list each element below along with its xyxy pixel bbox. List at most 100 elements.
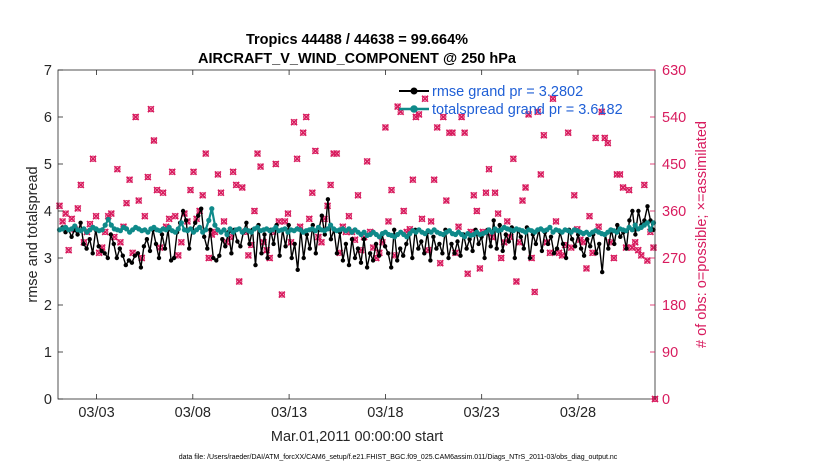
obs-assimilated-point bbox=[333, 149, 341, 158]
rmse-point bbox=[600, 269, 605, 275]
obs-possible-point bbox=[251, 207, 258, 215]
rmse-point bbox=[361, 237, 367, 242]
totalspread-point bbox=[361, 229, 367, 235]
rmse-point bbox=[126, 258, 132, 263]
obs-possible-point bbox=[294, 155, 301, 162]
rmse-point bbox=[307, 246, 312, 251]
obs-assimilated-point bbox=[461, 129, 469, 137]
obs-possible-point bbox=[312, 147, 319, 155]
rmse-point bbox=[376, 253, 382, 258]
obs-assimilated-point bbox=[525, 110, 533, 118]
rmse-point bbox=[386, 251, 391, 256]
obs-assimilated-point bbox=[74, 204, 82, 212]
obs-possible-point bbox=[491, 189, 499, 196]
obs-assimilated-point bbox=[616, 170, 624, 179]
rmse-point bbox=[597, 241, 602, 247]
rmse-point bbox=[554, 246, 560, 251]
obs-possible-point bbox=[275, 218, 282, 225]
obs-assimilated-point bbox=[284, 210, 292, 218]
obs-possible-point bbox=[117, 239, 124, 246]
obs-assimilated-point bbox=[150, 136, 158, 145]
obs-possible-point bbox=[379, 239, 386, 246]
rmse-point bbox=[416, 246, 421, 251]
y-left-tick-label: 3 bbox=[44, 251, 52, 267]
obs-assimilated-point bbox=[92, 212, 100, 220]
rmse-point bbox=[633, 232, 638, 237]
obs-assimilated-point bbox=[165, 215, 173, 223]
rmse-point bbox=[476, 241, 481, 247]
obs-possible-point bbox=[230, 168, 237, 175]
obs-possible-point bbox=[217, 189, 225, 196]
rmse-point bbox=[81, 241, 86, 247]
obs-possible-point bbox=[254, 150, 261, 157]
series-layer bbox=[55, 95, 659, 403]
obs-assimilated-point bbox=[619, 183, 627, 192]
rmse-point bbox=[132, 253, 138, 258]
rmse-point bbox=[551, 251, 557, 256]
x-tick-label: 03/03 bbox=[78, 405, 114, 421]
obs-assimilated-point bbox=[497, 254, 505, 262]
rmse-point bbox=[211, 255, 216, 261]
obs-assimilated-point bbox=[509, 155, 517, 163]
totalspread-point bbox=[647, 227, 654, 233]
obs-possible-point bbox=[132, 113, 139, 121]
obs-assimilated-point bbox=[470, 191, 478, 199]
x-tick-label: 03/28 bbox=[560, 405, 596, 421]
obs-assimilated-point bbox=[564, 129, 572, 137]
obs-assimilated-point bbox=[217, 189, 225, 197]
totalspread-point bbox=[614, 229, 620, 235]
rmse-point bbox=[482, 255, 487, 261]
rmse-point bbox=[594, 251, 599, 256]
rmse-point bbox=[494, 246, 499, 251]
obs-possible-point bbox=[424, 247, 432, 254]
totalspread-point bbox=[72, 223, 78, 229]
rmse-point bbox=[428, 258, 433, 263]
obs-assimilated-point bbox=[122, 199, 131, 207]
totalspread-point bbox=[462, 234, 468, 240]
rmse-point bbox=[223, 244, 228, 249]
rmse-point bbox=[340, 258, 346, 263]
obs-possible-point bbox=[443, 197, 450, 204]
rmse-point bbox=[422, 251, 427, 256]
rmse-point bbox=[78, 220, 83, 225]
rmse-point bbox=[506, 239, 511, 244]
rmse-point bbox=[630, 208, 635, 214]
rmse-point bbox=[588, 244, 593, 249]
rmse-point bbox=[434, 246, 439, 251]
obs-assimilated-point bbox=[116, 238, 125, 246]
y-axis-left-label: rmse and totalspread bbox=[25, 166, 41, 302]
obs-possible-point bbox=[421, 95, 429, 102]
data-file-footer: data file: /Users/raeder/DAI/ATM_forcXX/… bbox=[179, 454, 618, 461]
obs-assimilated-point bbox=[625, 186, 633, 194]
obs-possible-point bbox=[513, 278, 520, 285]
obs-possible-point bbox=[303, 113, 310, 121]
rmse-point bbox=[196, 213, 201, 218]
rmse-point bbox=[96, 244, 101, 249]
obs-possible-point bbox=[333, 150, 340, 157]
obs-possible-point bbox=[239, 184, 246, 191]
obs-assimilated-point bbox=[552, 217, 560, 226]
obs-assimilated-point bbox=[229, 168, 237, 176]
obs-assimilated-point bbox=[433, 123, 441, 132]
obs-possible-point bbox=[89, 155, 97, 162]
obs-assimilated-point bbox=[290, 118, 298, 126]
rmse-point bbox=[262, 232, 267, 237]
rmse-point bbox=[500, 248, 505, 254]
obs-possible-point bbox=[233, 181, 240, 188]
obs-possible-point bbox=[552, 218, 560, 225]
y-right-tick-label: 90 bbox=[662, 345, 678, 361]
rmse-point bbox=[401, 253, 406, 258]
y-right-tick-label: 0 bbox=[662, 392, 670, 408]
obs-possible-point bbox=[525, 111, 532, 118]
rmse-point bbox=[108, 232, 114, 237]
x-tick-label: 03/08 bbox=[175, 405, 211, 421]
rmse-point bbox=[114, 255, 120, 261]
obs-possible-point bbox=[583, 265, 590, 272]
obs-assimilated-point bbox=[311, 147, 319, 155]
rmse-point bbox=[398, 246, 403, 251]
obs-assimilated-point bbox=[649, 243, 658, 252]
obs-possible-point bbox=[74, 205, 81, 212]
rmse-point bbox=[404, 241, 409, 247]
obs-assimilated-point bbox=[409, 176, 417, 184]
obs-possible-point bbox=[510, 155, 517, 162]
